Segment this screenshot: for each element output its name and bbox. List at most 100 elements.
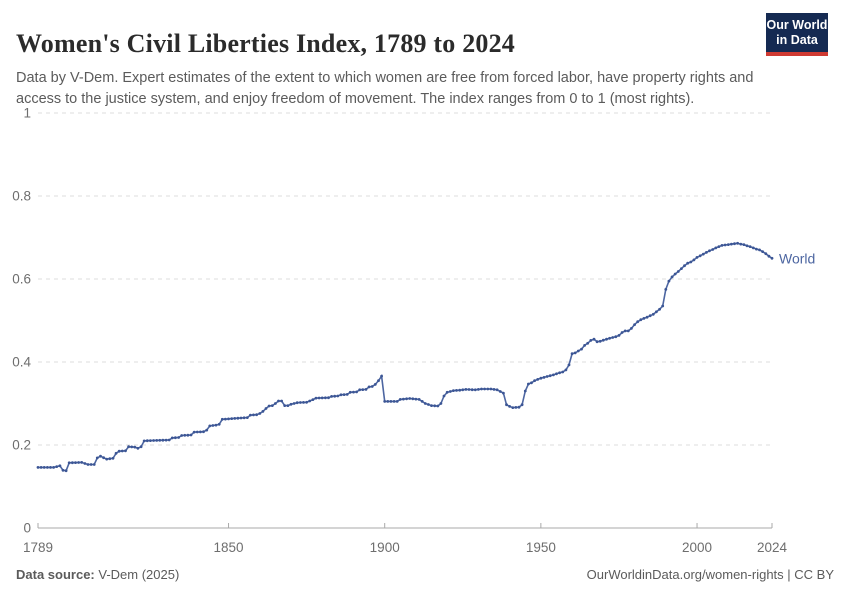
data-point-marker (586, 341, 590, 345)
data-point-marker (573, 351, 577, 355)
data-point-marker (380, 374, 383, 378)
y-axis-tick-label: 0.6 (12, 272, 31, 287)
data-point-marker (567, 363, 571, 367)
data-point-marker (639, 318, 643, 322)
data-point-marker (39, 466, 43, 469)
data-point-marker (345, 393, 349, 396)
world-series-line[interactable] (38, 242, 773, 472)
data-point-marker (520, 403, 524, 407)
x-axis-tick-label: 2000 (682, 540, 712, 555)
data-point-marker (508, 405, 511, 408)
data-point-marker (195, 430, 199, 434)
data-point-marker (489, 387, 493, 391)
data-point-marker (142, 439, 146, 443)
data-point-marker (589, 339, 593, 342)
data-point-marker (89, 463, 93, 466)
data-point-marker (330, 395, 333, 398)
data-point-marker (71, 461, 74, 465)
data-point-marker (405, 397, 408, 401)
data-point-marker (289, 402, 293, 406)
data-point-marker (333, 394, 337, 398)
data-point-marker (389, 400, 393, 403)
data-point-marker (448, 390, 452, 393)
data-source-note: Data source: V-Dem (2025) (16, 567, 179, 582)
data-point-marker (367, 385, 371, 389)
data-point-marker (324, 396, 327, 400)
data-point-marker (217, 422, 221, 426)
x-axis-tick-label: 1850 (214, 540, 244, 555)
chart-footer: Data source: V-Dem (2025) OurWorldinData… (16, 567, 834, 582)
data-point-marker (695, 256, 699, 259)
data-point-marker (302, 401, 305, 404)
data-point-marker (258, 412, 262, 415)
data-point-marker (370, 385, 374, 388)
data-point-marker (726, 243, 730, 247)
data-point-marker (495, 388, 499, 392)
data-point-marker (455, 389, 458, 392)
data-point-marker (517, 405, 521, 409)
data-point-marker (124, 449, 127, 453)
data-point-marker (255, 413, 258, 417)
data-point-marker (386, 400, 390, 403)
data-point-marker (464, 388, 468, 391)
data-point-marker (392, 400, 396, 403)
owid-logo-line1: Our World (766, 18, 828, 32)
data-point-marker (164, 438, 168, 442)
data-point-marker (723, 243, 727, 247)
data-point-marker (264, 407, 268, 410)
data-point-marker (748, 245, 752, 249)
data-point-marker (527, 382, 530, 386)
data-point-marker (120, 449, 124, 453)
data-point-marker (614, 335, 618, 339)
data-point-marker (270, 404, 274, 407)
data-point-marker (436, 404, 440, 408)
data-point-marker (617, 334, 621, 337)
data-point-marker (336, 394, 340, 398)
data-point-marker (555, 372, 558, 376)
data-point-marker (133, 445, 137, 449)
data-point-marker (461, 388, 465, 392)
data-point-marker (676, 270, 680, 273)
data-point-marker (236, 416, 240, 420)
data-point-marker (736, 241, 739, 245)
data-point-marker (701, 252, 705, 256)
data-point-marker (658, 307, 661, 311)
data-point-marker (420, 400, 424, 403)
data-point-marker (717, 245, 721, 249)
owid-logo[interactable]: Our World in Data (766, 13, 828, 56)
attribution-link[interactable]: OurWorldinData.org/women-rights | CC BY (586, 567, 834, 582)
data-point-marker (52, 466, 55, 469)
data-point-marker (395, 400, 399, 403)
data-point-marker (292, 402, 296, 405)
data-point-marker (511, 406, 515, 409)
data-point-marker (561, 370, 565, 374)
data-point-marker (480, 387, 483, 391)
data-point-marker (249, 413, 252, 417)
data-point-marker (152, 439, 156, 442)
data-point-marker (514, 406, 518, 409)
data-point-marker (564, 368, 568, 372)
data-point-marker (46, 466, 49, 469)
data-point-marker (305, 400, 308, 404)
data-point-marker (648, 314, 652, 318)
data-point-marker (430, 404, 433, 407)
data-point-marker (470, 388, 474, 392)
data-point-marker (267, 404, 271, 408)
data-point-marker (252, 413, 255, 417)
data-point-marker (411, 397, 415, 401)
x-axis-tick-label: 2024 (757, 540, 788, 555)
data-point-marker (745, 244, 749, 248)
data-point-marker (311, 398, 315, 401)
data-point-marker (670, 275, 674, 279)
data-point-marker (680, 267, 683, 270)
data-point-marker (667, 279, 671, 283)
data-point-marker (427, 403, 430, 406)
data-point-marker (611, 336, 615, 339)
data-point-marker (202, 430, 205, 434)
y-axis-tick-label: 0.2 (12, 438, 31, 453)
data-point-marker (317, 396, 321, 400)
y-axis-tick-label: 0.4 (12, 355, 31, 370)
data-point-marker (686, 261, 690, 265)
data-point-marker (626, 329, 630, 333)
